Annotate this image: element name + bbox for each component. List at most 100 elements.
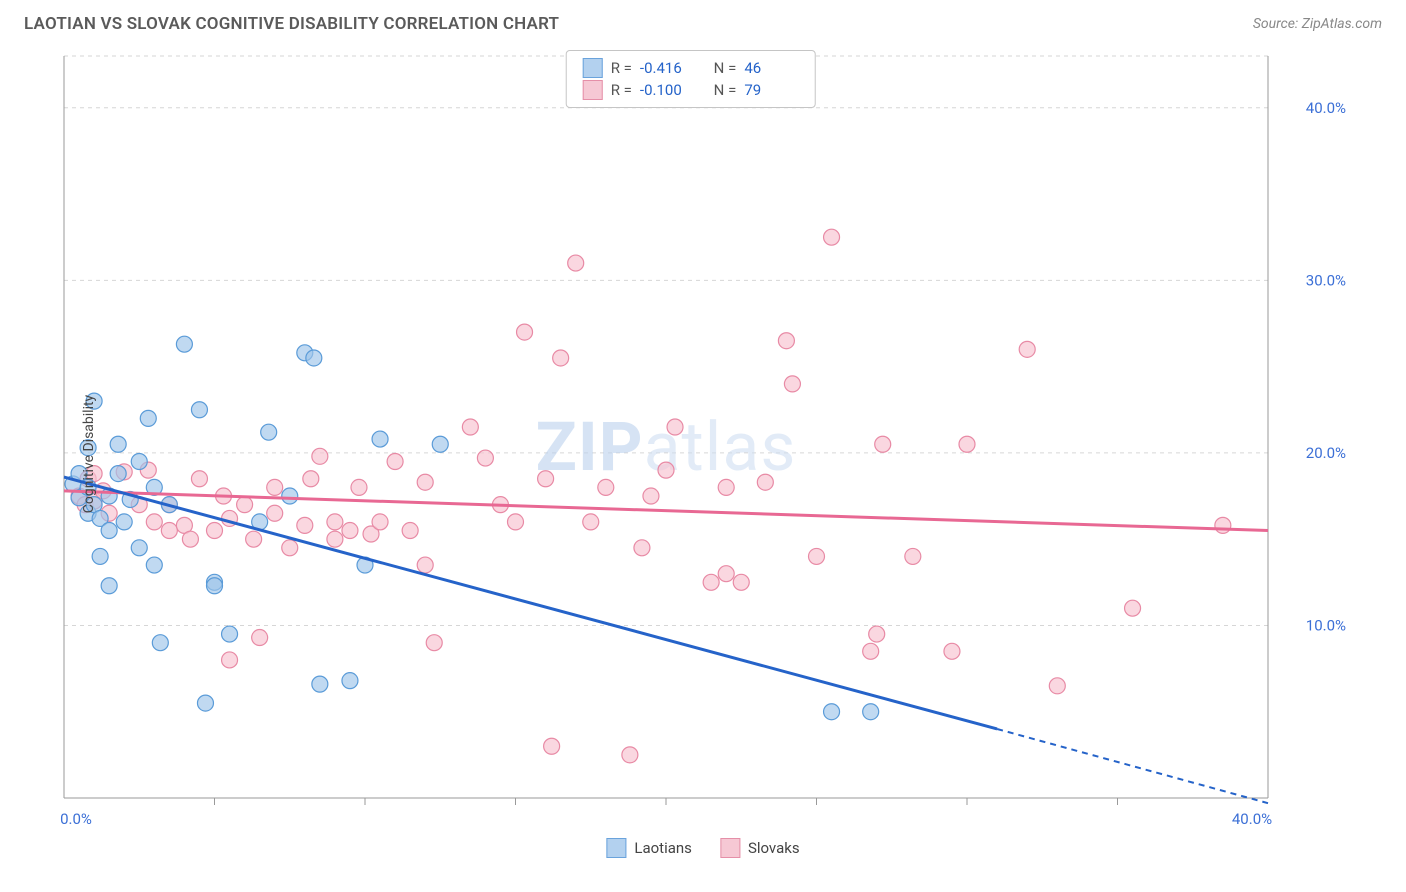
point-laotian — [191, 402, 207, 418]
point-slovak — [372, 514, 388, 530]
stats-legend: R = -0.416 N = 46 R = -0.100 N = 79 — [566, 50, 816, 108]
point-slovak — [757, 474, 773, 490]
point-slovak — [191, 471, 207, 487]
n-label: N = — [714, 81, 737, 99]
point-slovak — [824, 229, 840, 245]
point-laotian — [261, 424, 277, 440]
point-slovak — [553, 350, 569, 366]
point-slovak — [622, 747, 638, 763]
point-laotian — [110, 436, 126, 452]
chart-area: Cognitive Disability 10.0%20.0%30.0%40.0… — [24, 48, 1382, 860]
point-slovak — [267, 479, 283, 495]
series-legend: Laotians Slovaks — [606, 838, 799, 858]
svg-text:10.0%: 10.0% — [1306, 616, 1346, 634]
stats-row-laotians: R = -0.416 N = 46 — [583, 57, 799, 79]
swatch-blue — [606, 838, 626, 858]
point-laotian — [306, 350, 322, 366]
point-slovak — [327, 514, 343, 530]
chart-title: LAOTIAN VS SLOVAK COGNITIVE DISABILITY C… — [24, 14, 559, 34]
point-slovak — [869, 626, 885, 642]
n-value-slovaks: 79 — [744, 81, 798, 99]
point-slovak — [417, 474, 433, 490]
point-slovak — [303, 471, 319, 487]
n-value-laotians: 46 — [744, 59, 798, 77]
trend-line-laotians — [64, 477, 997, 729]
point-laotian — [222, 626, 238, 642]
r-label: R = — [611, 81, 632, 99]
point-laotian — [824, 704, 840, 720]
point-slovak — [634, 540, 650, 556]
point-laotian — [372, 431, 388, 447]
svg-text:30.0%: 30.0% — [1306, 271, 1346, 289]
svg-text:0.0%: 0.0% — [60, 810, 92, 828]
point-slovak — [426, 635, 442, 651]
point-laotian — [432, 436, 448, 452]
swatch-pink — [583, 80, 603, 100]
point-slovak — [944, 643, 960, 659]
point-slovak — [146, 514, 162, 530]
point-slovak — [517, 324, 533, 340]
point-slovak — [718, 566, 734, 582]
point-slovak — [959, 436, 975, 452]
source-credit: Source: ZipAtlas.com — [1253, 16, 1382, 32]
point-slovak — [327, 531, 343, 547]
point-laotian — [101, 523, 117, 539]
point-laotian — [110, 466, 126, 482]
point-slovak — [417, 557, 433, 573]
trend-line-laotians-extrap — [997, 729, 1268, 803]
point-slovak — [718, 479, 734, 495]
point-slovak — [462, 419, 478, 435]
point-laotian — [131, 540, 147, 556]
point-slovak — [778, 333, 794, 349]
point-laotian — [140, 410, 156, 426]
point-slovak — [207, 523, 223, 539]
point-slovak — [252, 630, 268, 646]
point-laotian — [207, 578, 223, 594]
point-slovak — [282, 540, 298, 556]
point-slovak — [784, 376, 800, 392]
point-slovak — [222, 652, 238, 668]
point-laotian — [176, 336, 192, 352]
point-slovak — [598, 479, 614, 495]
point-slovak — [733, 574, 749, 590]
point-slovak — [267, 505, 283, 521]
point-slovak — [568, 255, 584, 271]
point-slovak — [237, 497, 253, 513]
point-slovak — [544, 738, 560, 754]
point-slovak — [538, 471, 554, 487]
point-slovak — [1125, 600, 1141, 616]
point-slovak — [703, 574, 719, 590]
n-label: N = — [714, 59, 737, 77]
r-value-laotians: -0.416 — [640, 59, 694, 77]
legend-label-slovaks: Slovaks — [748, 839, 800, 857]
point-slovak — [508, 514, 524, 530]
point-slovak — [583, 514, 599, 530]
point-slovak — [402, 523, 418, 539]
point-laotian — [152, 635, 168, 651]
point-slovak — [643, 488, 659, 504]
point-laotian — [101, 578, 117, 594]
r-label: R = — [611, 59, 632, 77]
point-slovak — [809, 548, 825, 564]
point-laotian — [131, 454, 147, 470]
point-slovak — [875, 436, 891, 452]
point-laotian — [863, 704, 879, 720]
stats-row-slovaks: R = -0.100 N = 79 — [583, 79, 799, 101]
swatch-pink — [720, 838, 740, 858]
r-value-slovaks: -0.100 — [640, 81, 694, 99]
point-slovak — [297, 517, 313, 533]
legend-label-laotians: Laotians — [634, 839, 692, 857]
point-laotian — [146, 557, 162, 573]
svg-text:40.0%: 40.0% — [1306, 99, 1346, 117]
point-laotian — [312, 676, 328, 692]
point-laotian — [342, 673, 358, 689]
point-slovak — [667, 419, 683, 435]
point-slovak — [342, 523, 358, 539]
point-laotian — [282, 488, 298, 504]
point-slovak — [246, 531, 262, 547]
point-slovak — [658, 462, 674, 478]
point-slovak — [1215, 517, 1231, 533]
point-slovak — [312, 448, 328, 464]
point-slovak — [477, 450, 493, 466]
y-axis-label: Cognitive Disability — [81, 395, 97, 513]
